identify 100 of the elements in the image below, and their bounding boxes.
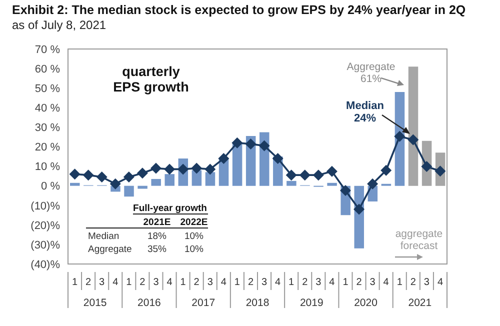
- point: [164, 164, 176, 175]
- point: [286, 170, 297, 181]
- annotation: 2022E: [180, 217, 208, 228]
- bar: [70, 182, 80, 186]
- annotation: Full-year growth: [133, 203, 208, 214]
- y-tick-label: (10)%: [30, 200, 60, 212]
- point: [178, 164, 189, 175]
- x-tick-label: 4: [220, 277, 227, 288]
- y-tick-label: 0 %: [41, 180, 60, 193]
- bar: [124, 186, 134, 197]
- point: [299, 170, 310, 181]
- annotation: Median 24%: [346, 100, 384, 125]
- x-tick-label: 4: [383, 277, 390, 288]
- annotation: 10%: [184, 231, 204, 242]
- point: [367, 178, 378, 190]
- point: [394, 130, 406, 142]
- x-tick-label: 1: [396, 277, 403, 288]
- x-tick-label: 3: [99, 277, 106, 288]
- point: [312, 170, 324, 181]
- x-tick-label: 3: [261, 277, 268, 288]
- point: [82, 170, 94, 181]
- x-tick-label: 1: [72, 277, 78, 288]
- x-tick-label: 4: [437, 277, 444, 288]
- x-tick-label: 1: [342, 277, 349, 288]
- text: 2015: [83, 297, 107, 309]
- text: 2020: [354, 297, 378, 309]
- bar: [138, 186, 148, 189]
- y-tick-label: 30 %: [34, 122, 60, 134]
- bar: [408, 66, 418, 186]
- x-tick-label: 3: [370, 277, 376, 288]
- text: 2021: [408, 297, 432, 309]
- text: 2017: [192, 297, 216, 309]
- annotation: 10%: [184, 244, 204, 255]
- annotation: Median: [88, 231, 120, 242]
- point: [421, 160, 432, 172]
- point: [326, 166, 338, 177]
- chart-subtitle: as of July 8, 2021: [12, 18, 106, 32]
- annotation: quarterly EPS growth: [113, 64, 189, 95]
- x-tick-label: 3: [153, 277, 160, 288]
- annotation: aggregate forecast: [395, 228, 443, 252]
- y-tick-label: 50 %: [34, 82, 60, 95]
- point: [150, 162, 162, 174]
- bar: [192, 170, 202, 186]
- x-tick-label: 2: [194, 277, 200, 288]
- x-tick-label: 2: [302, 277, 308, 288]
- x-tick-label: 2: [86, 277, 92, 288]
- y-tick-label: 70 %: [34, 44, 60, 56]
- bar: [164, 174, 174, 186]
- bar: [286, 180, 296, 186]
- point: [434, 166, 446, 177]
- point: [136, 168, 148, 179]
- bar: [327, 182, 337, 186]
- point: [408, 134, 419, 146]
- text: 2016: [138, 297, 162, 309]
- point: [123, 172, 134, 183]
- x-tick-label: 3: [207, 277, 214, 288]
- point: [204, 164, 216, 175]
- x-tick-label: 4: [275, 277, 282, 288]
- y-tick-label: 10 %: [34, 161, 60, 174]
- y-tick-label: (20)%: [30, 220, 60, 232]
- x-tick-label: 1: [288, 277, 295, 288]
- x-tick-label: 1: [234, 277, 240, 288]
- y-tick-label: 20 %: [34, 142, 60, 154]
- point: [258, 140, 270, 152]
- point: [380, 164, 392, 176]
- point: [232, 137, 243, 148]
- bar: [205, 172, 216, 186]
- x-tick-label: 3: [316, 277, 322, 288]
- y-tick-label: 40 %: [34, 102, 60, 115]
- point: [191, 162, 202, 174]
- annotation: Aggregate: [88, 244, 132, 255]
- chart-title: Exhibit 2: The median stock is expected to grow EPS by 24% year/year in 2Q: [12, 3, 466, 17]
- x-tick-label: 1: [126, 277, 132, 288]
- x-tick-label: 4: [112, 277, 119, 288]
- point: [110, 178, 121, 190]
- x-tick-label: 4: [166, 277, 173, 288]
- annotation: Aggregate 61%: [346, 61, 396, 86]
- y-tick-label: (30)%: [30, 239, 60, 252]
- x-tick-label: 1: [180, 277, 186, 288]
- bar: [151, 178, 161, 186]
- text: 2018: [246, 297, 270, 309]
- point: [272, 152, 284, 164]
- y-tick-label: (40)%: [30, 258, 60, 271]
- point: [245, 138, 256, 150]
- point: [96, 172, 108, 183]
- annotation: 35%: [147, 244, 168, 255]
- point: [354, 204, 365, 215]
- x-tick-label: 2: [410, 277, 416, 288]
- point: [218, 152, 230, 164]
- x-tick-label: 3: [424, 277, 430, 288]
- point: [69, 168, 80, 180]
- text: 2019: [300, 297, 324, 309]
- y-tick-label: 60 %: [34, 63, 60, 76]
- x-tick-label: 2: [356, 277, 362, 288]
- x-tick-label: 4: [329, 277, 336, 288]
- annotation: 18%: [147, 231, 168, 242]
- annotation: 2021E: [143, 217, 171, 228]
- point: [340, 185, 351, 196]
- x-tick-label: 2: [248, 277, 254, 288]
- x-tick-label: 2: [140, 277, 146, 288]
